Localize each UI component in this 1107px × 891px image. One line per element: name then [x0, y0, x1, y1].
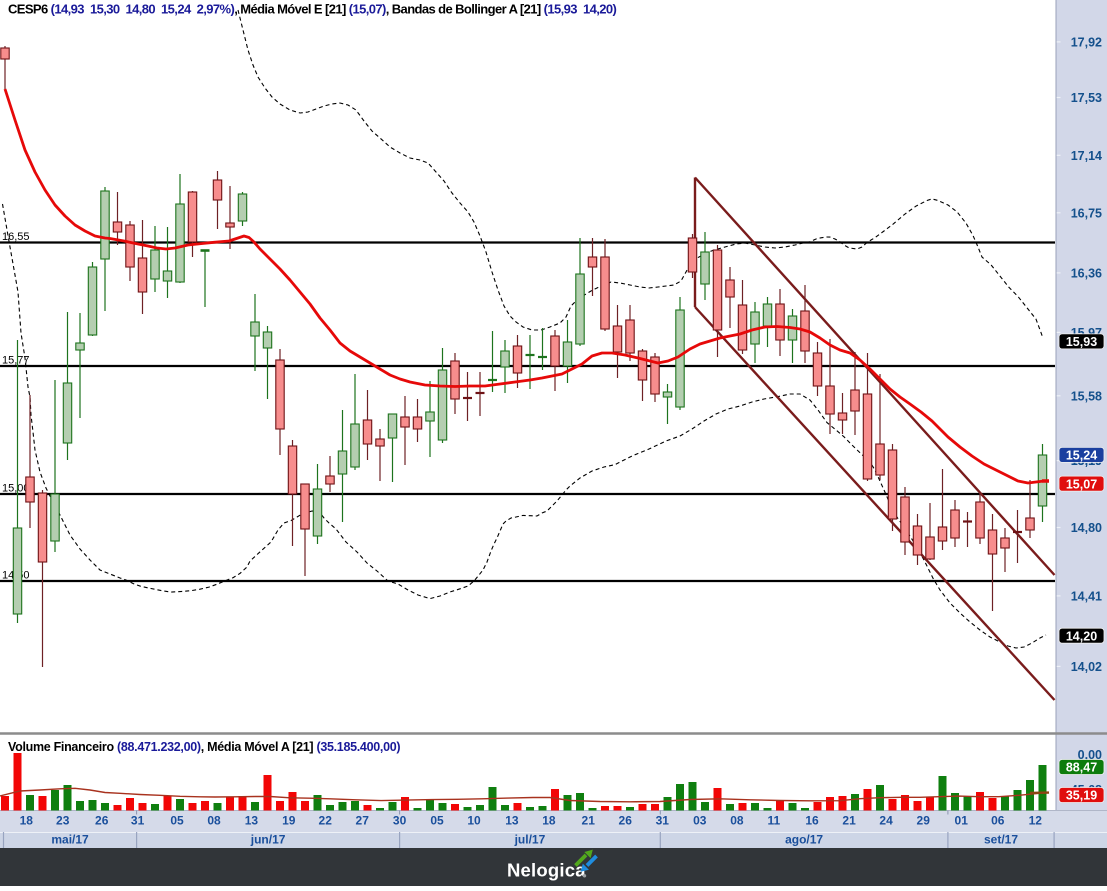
- svg-text:18: 18: [20, 814, 34, 828]
- svg-text:03: 03: [693, 814, 707, 828]
- svg-text:08: 08: [207, 814, 221, 828]
- svg-text:35,19: 35,19: [1066, 789, 1097, 803]
- svg-text:Volume Financeiro (88.471.232,: Volume Financeiro (88.471.232,00), Média…: [8, 740, 400, 754]
- svg-text:29: 29: [917, 814, 931, 828]
- svg-text:23: 23: [56, 814, 70, 828]
- svg-text:17,53: 17,53: [1071, 91, 1102, 105]
- svg-text:14,02: 14,02: [1071, 660, 1102, 674]
- svg-text:01: 01: [955, 814, 969, 828]
- svg-text:21: 21: [842, 814, 856, 828]
- svg-text:16: 16: [805, 814, 819, 828]
- svg-text:30: 30: [393, 814, 407, 828]
- svg-text:10: 10: [467, 814, 481, 828]
- svg-text:17,92: 17,92: [1071, 35, 1102, 49]
- svg-text:05: 05: [170, 814, 184, 828]
- svg-text:88,47: 88,47: [1066, 761, 1097, 775]
- svg-text:31: 31: [131, 814, 145, 828]
- svg-text:set/17: set/17: [984, 833, 1018, 847]
- svg-text:11: 11: [768, 814, 781, 828]
- svg-text:15,93: 15,93: [1066, 335, 1097, 349]
- svg-text:26: 26: [619, 814, 633, 828]
- svg-text:22: 22: [319, 814, 333, 828]
- svg-text:06: 06: [991, 814, 1005, 828]
- svg-text:15,07: 15,07: [1066, 477, 1097, 491]
- svg-text:05: 05: [430, 814, 444, 828]
- svg-text:16,36: 16,36: [1071, 266, 1102, 280]
- svg-text:mai/17: mai/17: [51, 833, 89, 847]
- svg-text:14,41: 14,41: [1071, 589, 1102, 603]
- svg-text:26: 26: [95, 814, 109, 828]
- svg-text:19: 19: [282, 814, 296, 828]
- svg-text:15,58: 15,58: [1071, 389, 1102, 403]
- svg-text:jul/17: jul/17: [514, 833, 546, 847]
- svg-text:16,75: 16,75: [1071, 206, 1102, 220]
- svg-text:ago/17: ago/17: [785, 833, 823, 847]
- svg-text:Nelogica: Nelogica: [507, 860, 586, 881]
- svg-text:08: 08: [730, 814, 744, 828]
- svg-text:13: 13: [245, 814, 259, 828]
- svg-text:14,20: 14,20: [1066, 629, 1097, 643]
- svg-text:15,24: 15,24: [1066, 449, 1097, 463]
- svg-text:14,80: 14,80: [1071, 521, 1102, 535]
- svg-text:12: 12: [1029, 814, 1043, 828]
- svg-text:13: 13: [505, 814, 519, 828]
- svg-text:24: 24: [879, 814, 893, 828]
- svg-text:jun/17: jun/17: [250, 833, 286, 847]
- svg-text:16,55: 16,55: [2, 231, 30, 243]
- svg-text:18: 18: [542, 814, 556, 828]
- svg-text:31: 31: [656, 814, 670, 828]
- svg-text:27: 27: [356, 814, 370, 828]
- svg-text:17,14: 17,14: [1071, 149, 1102, 163]
- svg-text:CESP6 (14,93 15,30 14,80 15: CESP6 (14,93 15,30 14,80 15,24 2,97%), M…: [8, 2, 616, 17]
- svg-text:21: 21: [582, 814, 596, 828]
